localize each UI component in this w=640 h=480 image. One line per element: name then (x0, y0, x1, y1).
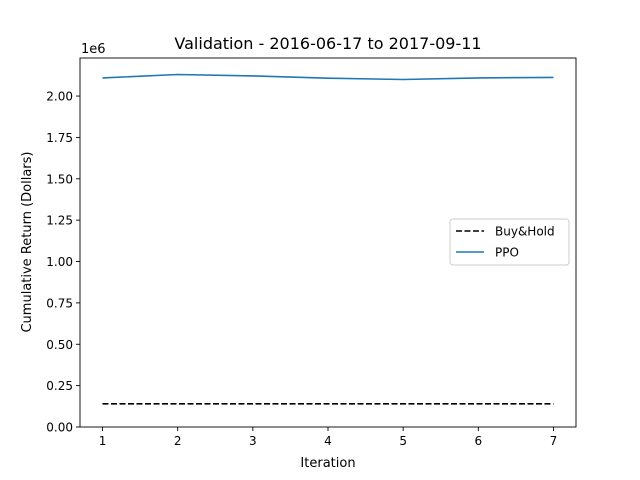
y-tick-label: 0.50 (46, 338, 73, 352)
legend: Buy&Hold PPO (449, 218, 570, 266)
y-tick-label: 1.25 (46, 214, 73, 228)
y-tick-label: 0.25 (46, 379, 73, 393)
x-axis-label: Iteration (300, 456, 355, 471)
legend-box (449, 218, 570, 266)
x-tick-label: 4 (324, 434, 332, 448)
y-scale-label: 1e6 (81, 42, 106, 57)
x-tick-label: 7 (550, 434, 558, 448)
x-tick-label: 3 (249, 434, 257, 448)
plot-area: 1 2 3 4 5 6 7 0.00 0.25 0.50 0.75 1.00 1.25 1.50 1.75 2… (46, 57, 577, 448)
chart-title: Validation - 2016-06-17 to 2017-09-11 (174, 34, 481, 53)
y-tick-label: 1.00 (46, 255, 73, 269)
x-tick-label: 1 (99, 434, 107, 448)
series-line-ppo (102, 73, 554, 81)
y-tick-label: 1.75 (46, 131, 73, 145)
x-tick-label: 6 (474, 434, 482, 448)
legend-label: Buy&Hold (495, 225, 555, 239)
legend-label: PPO (495, 246, 519, 260)
x-tick-label: 2 (174, 434, 182, 448)
y-tick-label: 2.00 (46, 90, 73, 104)
x-tick-label: 5 (399, 434, 407, 448)
y-tick-label: 1.50 (46, 172, 73, 186)
y-tick-label: 0.75 (46, 296, 73, 310)
y-tick-label: 0.00 (46, 421, 73, 435)
y-axis-label: Cumulative Return (Dollars) (20, 151, 35, 332)
